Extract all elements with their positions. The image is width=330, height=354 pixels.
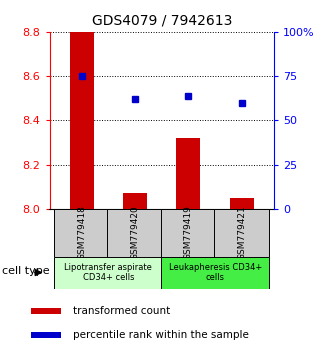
Text: GSM779420: GSM779420 (130, 205, 140, 260)
Text: GSM779418: GSM779418 (77, 205, 86, 260)
Bar (31, 308, 61, 314)
Bar (230, 198, 254, 209)
Bar (161, 209, 216, 257)
Text: percentile rank within the sample: percentile rank within the sample (73, 330, 249, 340)
Bar (54, 257, 162, 289)
Text: Lipotransfer aspirate
CD34+ cells: Lipotransfer aspirate CD34+ cells (64, 263, 152, 282)
Text: GSM779419: GSM779419 (184, 205, 193, 260)
Text: GSM779421: GSM779421 (237, 205, 246, 260)
Bar (177, 138, 200, 209)
Bar (108, 209, 162, 257)
Title: GDS4079 / 7942613: GDS4079 / 7942613 (91, 14, 232, 28)
Text: cell type: cell type (3, 266, 50, 276)
Bar (123, 193, 147, 209)
Bar (161, 257, 269, 289)
Text: transformed count: transformed count (73, 306, 170, 316)
Bar (70, 32, 94, 209)
Bar (214, 209, 269, 257)
Text: Leukapheresis CD34+
cells: Leukapheresis CD34+ cells (169, 263, 262, 282)
Bar (31, 332, 61, 338)
Bar (54, 209, 109, 257)
